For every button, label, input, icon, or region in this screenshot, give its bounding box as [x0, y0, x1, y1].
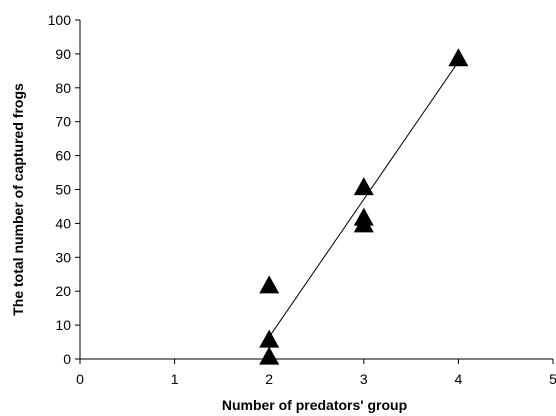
- y-tick-label: 60: [55, 148, 71, 164]
- x-tick-label: 2: [265, 371, 273, 387]
- y-tick-label: 50: [55, 182, 71, 198]
- x-axis-ticks: 0 1 2 3 4 5: [76, 359, 556, 387]
- y-tick-label: 100: [48, 12, 72, 28]
- y-tick-label: 80: [55, 80, 71, 96]
- data-point-triangle: [259, 275, 280, 294]
- y-axis-ticks: 0 10 20 30 40 50 60 70 80 90 100: [48, 12, 80, 367]
- data-point-triangle: [353, 207, 374, 226]
- y-tick-label: 10: [55, 317, 71, 333]
- trend-line: [268, 61, 459, 338]
- y-tick-label: 0: [63, 351, 71, 367]
- trend-line-group: [268, 61, 459, 338]
- y-tick-label: 30: [55, 249, 71, 265]
- y-axis-title: The total number of captured frogs: [10, 83, 26, 316]
- data-points: [259, 48, 469, 365]
- y-tick-label: 90: [55, 46, 71, 62]
- x-tick-label: 1: [171, 371, 179, 387]
- y-tick-label: 20: [55, 283, 71, 299]
- x-tick-label: 4: [455, 371, 463, 387]
- axes: [79, 20, 553, 360]
- y-tick-label: 40: [55, 215, 71, 231]
- x-tick-label: 5: [549, 371, 556, 387]
- data-point-triangle: [448, 48, 469, 67]
- data-point-triangle: [353, 177, 374, 196]
- x-tick-label: 3: [360, 371, 368, 387]
- x-tick-label: 0: [76, 371, 84, 387]
- x-axis-title: Number of predators' group: [222, 397, 407, 413]
- data-point-triangle: [259, 346, 280, 365]
- y-tick-label: 70: [55, 114, 71, 130]
- data-point-triangle: [259, 329, 280, 348]
